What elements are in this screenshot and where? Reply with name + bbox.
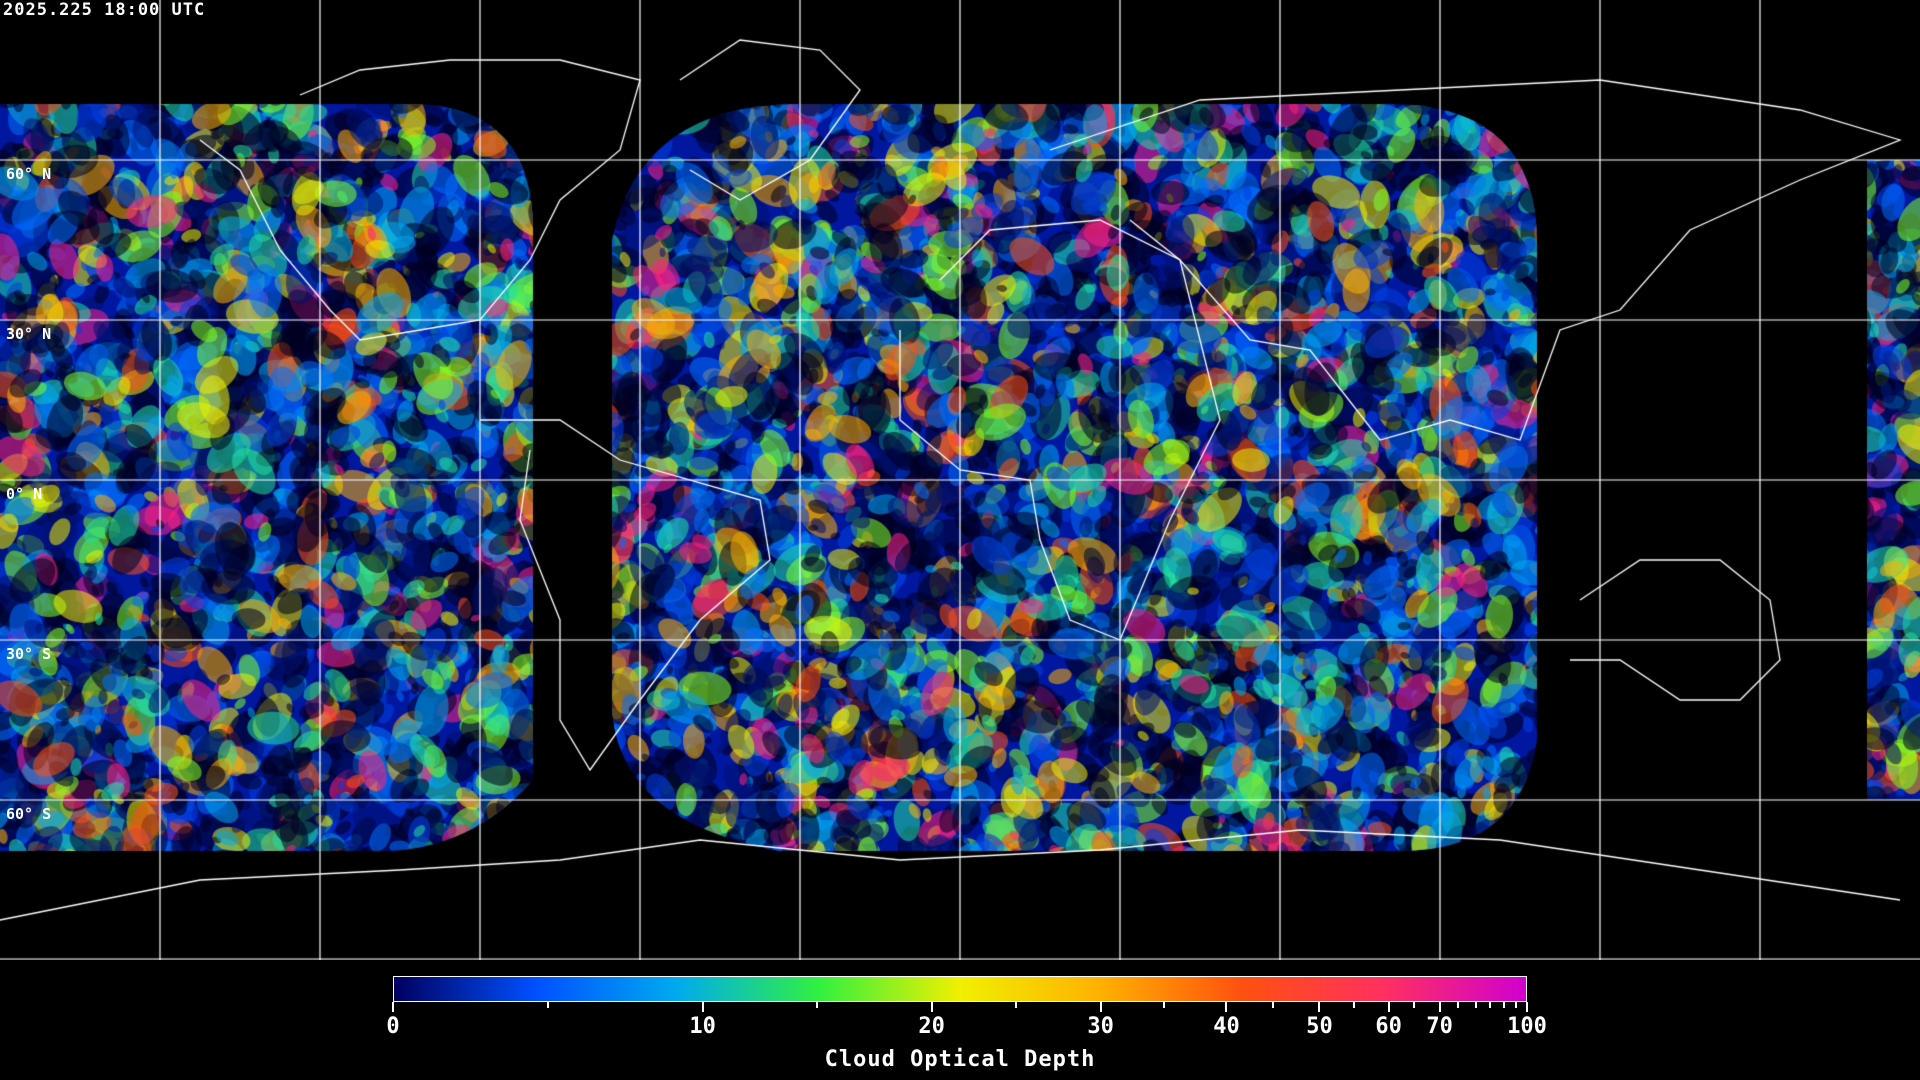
lat-label-30s: 30° S bbox=[6, 645, 52, 663]
colorbar-minor-tick bbox=[1413, 1002, 1416, 1008]
colorbar-minor-tick bbox=[1489, 1002, 1492, 1008]
lat-label-60s: 60° S bbox=[6, 805, 52, 823]
colorbar-tick-label: 50 bbox=[1306, 1014, 1333, 1039]
colorbar-minor-tick bbox=[1015, 1002, 1018, 1008]
colorbar-tick-label: 10 bbox=[689, 1014, 716, 1039]
colorbar-minor-tick bbox=[1503, 1002, 1506, 1008]
lat-label-0n: 0° N bbox=[6, 485, 43, 503]
colorbar-minor-tick bbox=[1353, 1002, 1356, 1008]
colorbar-tick-label: 0 bbox=[386, 1014, 400, 1039]
colorbar-major-tick bbox=[1438, 1002, 1441, 1012]
lat-label-30n: 30° N bbox=[6, 325, 52, 343]
colorbar-minor-tick bbox=[1271, 1002, 1274, 1008]
colorbar-major-tick bbox=[1225, 1002, 1228, 1012]
cloud-optical-depth-map bbox=[0, 0, 1920, 960]
colorbar-tick-label: 40 bbox=[1213, 1014, 1240, 1039]
timestamp: 2025.225 18:00 UTC bbox=[3, 0, 206, 20]
colorbar-major-tick bbox=[392, 1002, 394, 1012]
colorbar-major-tick bbox=[701, 1002, 704, 1012]
colorbar-tick-label: 60 bbox=[1375, 1014, 1402, 1039]
colorbar-minor-tick bbox=[1162, 1002, 1165, 1008]
colorbar-minor-tick bbox=[546, 1002, 549, 1008]
colorbar-tick-label: 70 bbox=[1426, 1014, 1453, 1039]
colorbar-minor-tick bbox=[816, 1002, 819, 1008]
colorbar-minor-tick bbox=[1514, 1002, 1517, 1008]
colorbar-title: Cloud Optical Depth bbox=[824, 1047, 1096, 1072]
colorbar-minor-tick bbox=[1456, 1002, 1459, 1008]
colorbar-major-tick bbox=[1099, 1002, 1102, 1012]
colorbar-major-tick bbox=[1526, 1002, 1528, 1012]
colorbar-major-tick bbox=[1387, 1002, 1390, 1012]
colorbar-tick-label: 100 bbox=[1507, 1014, 1547, 1039]
colorbar-tick-label: 30 bbox=[1087, 1014, 1114, 1039]
colorbar-ticks: 0 10 20 30 40 50 60 70 100 bbox=[386, 1002, 1547, 1062]
lat-label-60n: 60° N bbox=[6, 165, 52, 183]
colorbar-major-tick bbox=[930, 1002, 933, 1012]
colorbar-major-tick bbox=[1318, 1002, 1321, 1012]
colorbar bbox=[393, 976, 1527, 1002]
colorbar-tick-label: 20 bbox=[918, 1014, 945, 1039]
colorbar-minor-tick bbox=[1474, 1002, 1477, 1008]
